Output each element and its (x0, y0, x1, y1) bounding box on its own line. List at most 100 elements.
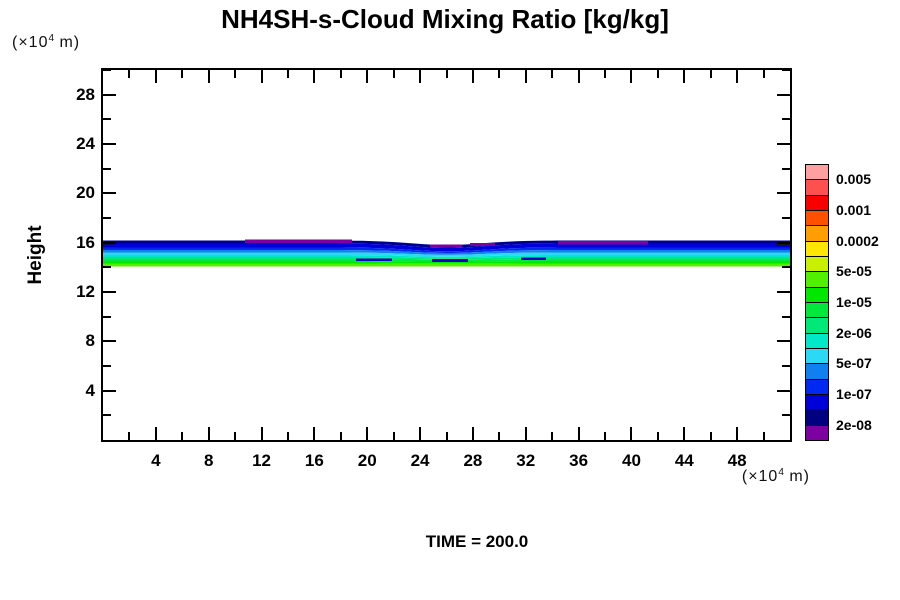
x-tick-label: 8 (203, 451, 214, 470)
contour-fragment (430, 244, 462, 248)
y-tick-label: 8 (85, 331, 95, 351)
contour-stripe (103, 263, 790, 267)
x-tick (524, 70, 527, 83)
x-tick (234, 432, 237, 440)
y-tick-label: 24 (76, 134, 95, 153)
y-tick (782, 315, 790, 318)
colorbar-label: 1e-07 (836, 385, 872, 402)
y-tick (103, 167, 111, 170)
y-tick (103, 192, 116, 195)
y-tick-label: 12 (76, 282, 95, 301)
x-tick (154, 427, 157, 440)
x-tick (207, 70, 210, 83)
x-tick (656, 432, 659, 440)
colorbar-cell (806, 241, 828, 256)
y-tick (782, 118, 790, 121)
x-tick (604, 70, 607, 78)
colorbar-cell (806, 256, 828, 272)
x-tick (709, 70, 712, 78)
y-tick (782, 69, 790, 71)
contour-fragment (245, 239, 352, 243)
y-tick (103, 143, 116, 145)
y-tick-label: 28 (76, 84, 95, 104)
colorbar-label: 5e-07 (836, 355, 872, 372)
x-tick (630, 427, 633, 440)
y-tick-label: 4 (85, 380, 95, 400)
colorbar-cell (806, 180, 828, 195)
x-tick (339, 70, 342, 78)
x-tick (234, 70, 237, 78)
contour-stripe (103, 247, 790, 253)
x-tick (604, 432, 607, 440)
x-tick-label: 4 (151, 451, 161, 470)
colorbar-label: 0.001 (836, 201, 872, 218)
contour-stripe (103, 261, 790, 264)
x-tick (392, 432, 395, 440)
colorbar-cell (806, 272, 828, 287)
x-tick (313, 427, 316, 440)
y-tick (777, 389, 790, 392)
y-tick (103, 118, 111, 121)
colorbar-label: 1e-05 (836, 293, 872, 310)
y-tick (782, 217, 790, 219)
y-tick (782, 414, 790, 417)
contour-fragment (432, 259, 468, 262)
x-tick (471, 70, 474, 83)
y-tick (103, 217, 111, 219)
y-tick (103, 291, 116, 293)
x-tick (683, 70, 686, 83)
x-tick (577, 70, 580, 83)
x-tick (181, 432, 184, 440)
cloud-band-layer (103, 239, 790, 267)
x-tick (762, 432, 765, 440)
x-tick (154, 70, 157, 83)
x-unit-exponent: 4 (778, 467, 784, 478)
x-tick (551, 432, 554, 440)
y-tick (103, 315, 111, 318)
y-tick (777, 241, 790, 244)
y-unit-exponent: 4 (48, 33, 55, 44)
x-tick (260, 427, 263, 440)
x-tick-label: 12 (252, 451, 271, 470)
y-unit-prefix: (×10 (12, 34, 49, 51)
x-tick (445, 432, 448, 440)
y-tick (782, 365, 790, 367)
y-tick (777, 291, 790, 293)
x-tick (366, 427, 369, 440)
colorbar-label: 2e-08 (836, 416, 872, 433)
x-tick (419, 427, 422, 440)
x-tick (445, 70, 448, 78)
contour-stripe (103, 255, 790, 259)
colorbar-cell (806, 364, 828, 379)
x-tick (630, 70, 633, 83)
x-tick (366, 70, 369, 83)
x-tick (709, 432, 712, 440)
x-tick (498, 432, 501, 440)
contour-stripe (103, 250, 790, 255)
y-tick (777, 340, 790, 343)
colorbar (805, 164, 829, 441)
plot-area (101, 68, 792, 442)
colorbar-cell (806, 333, 828, 348)
y-tick (103, 241, 116, 244)
x-tick-label: 36 (569, 451, 589, 470)
x-tick-label: 24 (410, 451, 430, 470)
y-axis-title: Height (25, 225, 46, 285)
x-tick (181, 70, 184, 78)
x-unit-suffix: m) (783, 468, 810, 485)
contour-stripe (103, 252, 790, 257)
x-tick (128, 432, 131, 440)
x-tick (313, 70, 316, 83)
y-tick (777, 192, 790, 195)
y-axis-unit-label: (×104 m) (12, 33, 80, 52)
colorbar-cell (806, 348, 828, 364)
x-tick (260, 70, 263, 83)
y-unit-suffix: m) (54, 34, 81, 51)
y-tick (103, 266, 111, 269)
colorbar-cell (806, 410, 828, 425)
x-tick (551, 70, 554, 78)
colorbar-cell (806, 302, 828, 318)
contour-fragment (776, 243, 789, 246)
x-tick (339, 432, 342, 440)
